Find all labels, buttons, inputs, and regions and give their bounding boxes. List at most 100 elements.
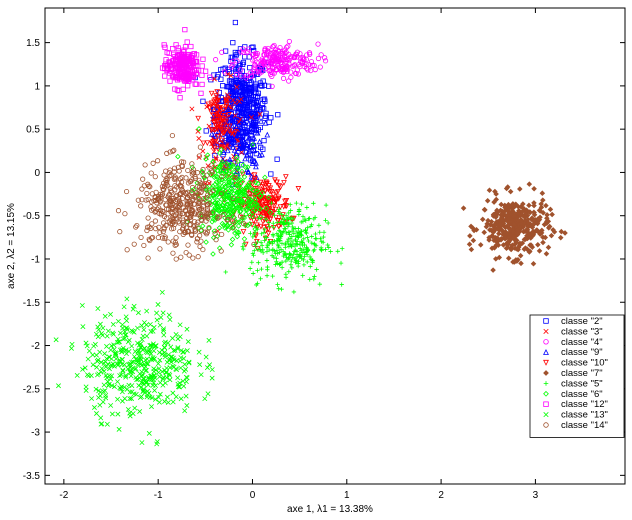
- data-point: [153, 226, 159, 232]
- data-point: [312, 274, 317, 279]
- data-point: [154, 441, 160, 447]
- data-point: [546, 223, 553, 230]
- data-point: [213, 155, 219, 161]
- data-point: [183, 58, 189, 65]
- data-point: [171, 165, 178, 171]
- data-point: [83, 384, 89, 390]
- data-point: [157, 198, 163, 204]
- data-point: [124, 386, 130, 392]
- data-point: [182, 27, 188, 33]
- data-point: [304, 252, 310, 257]
- data-point: [150, 160, 156, 166]
- data-point: [497, 207, 504, 214]
- data-point: [289, 238, 295, 244]
- data-point: [245, 184, 252, 190]
- data-point: [279, 212, 284, 217]
- data-point: [286, 221, 292, 227]
- data-point: [144, 333, 150, 339]
- data-point: [510, 209, 517, 215]
- data-point: [109, 373, 115, 379]
- points-layer: [53, 19, 568, 447]
- data-point: [100, 325, 106, 331]
- data-point: [84, 372, 90, 378]
- data-point: [539, 190, 546, 196]
- data-point: [165, 65, 171, 71]
- data-point: [279, 265, 285, 270]
- data-point: [531, 211, 538, 218]
- data-point: [199, 81, 205, 88]
- data-point: [252, 226, 258, 232]
- data-point: [177, 384, 182, 390]
- data-point: [257, 206, 263, 212]
- data-point: [250, 271, 256, 276]
- data-point: [257, 70, 263, 76]
- data-point: [207, 165, 213, 172]
- data-point: [272, 213, 277, 218]
- data-point: [309, 234, 314, 239]
- data-point: [180, 225, 186, 231]
- data-point: [508, 218, 514, 225]
- data-point: [279, 286, 284, 292]
- legend-label: classe "7": [561, 368, 603, 379]
- data-point: [223, 169, 230, 175]
- data-point: [182, 408, 188, 414]
- data-point: [491, 227, 498, 234]
- data-point: [198, 189, 204, 196]
- data-point: [110, 330, 116, 336]
- data-point: [296, 226, 301, 231]
- data-point: [319, 239, 324, 244]
- data-point: [253, 159, 259, 166]
- data-point: [279, 219, 284, 224]
- data-point: [169, 189, 175, 195]
- data-point: [213, 133, 219, 139]
- data-point: [311, 62, 317, 69]
- data-point: [257, 214, 264, 220]
- data-point: [250, 187, 256, 194]
- data-point: [131, 303, 137, 309]
- data-point: [489, 233, 496, 240]
- data-point: [127, 396, 133, 402]
- data-point: [198, 90, 204, 96]
- data-point: [253, 99, 259, 106]
- data-point: [253, 207, 259, 213]
- data-point: [206, 210, 212, 216]
- data-point: [286, 38, 292, 45]
- data-point: [162, 399, 168, 404]
- legend-label: classe "6": [561, 389, 603, 400]
- legend-marker: [543, 359, 549, 366]
- data-point: [139, 362, 145, 368]
- data-point: [232, 188, 238, 194]
- data-point: [247, 221, 253, 227]
- data-point: [185, 195, 191, 201]
- data-point: [270, 58, 276, 64]
- data-point: [282, 174, 289, 180]
- data-point: [210, 159, 216, 165]
- data-point: [208, 212, 214, 218]
- data-point: [104, 333, 110, 339]
- data-point: [95, 334, 101, 340]
- data-point: [175, 346, 181, 352]
- data-point: [275, 112, 281, 118]
- data-point: [225, 189, 231, 196]
- data-point: [152, 174, 158, 180]
- legend-label: classe "14": [561, 420, 608, 431]
- data-point: [79, 302, 85, 308]
- data-point: [136, 383, 142, 388]
- data-point: [189, 161, 195, 167]
- data-point: [104, 421, 110, 427]
- data-point: [143, 368, 148, 374]
- data-point: [228, 64, 234, 70]
- data-point: [294, 200, 299, 206]
- data-point: [171, 51, 177, 57]
- data-point: [150, 382, 156, 388]
- data-point: [158, 207, 164, 213]
- data-point: [174, 216, 180, 222]
- data-point: [233, 71, 240, 78]
- data-point: [141, 361, 147, 367]
- data-point: [137, 409, 143, 414]
- data-point: [240, 220, 246, 226]
- data-point: [258, 223, 264, 230]
- data-point: [514, 258, 520, 264]
- data-point: [179, 159, 185, 165]
